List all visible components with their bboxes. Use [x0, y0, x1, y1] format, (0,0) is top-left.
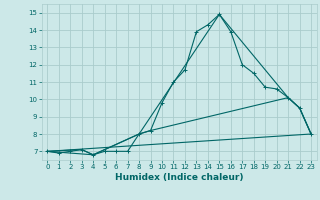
- X-axis label: Humidex (Indice chaleur): Humidex (Indice chaleur): [115, 173, 244, 182]
